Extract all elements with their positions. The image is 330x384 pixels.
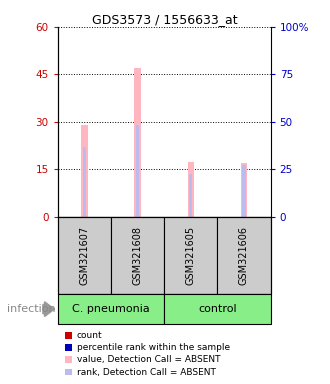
Text: value, Detection Call = ABSENT: value, Detection Call = ABSENT <box>77 355 220 364</box>
Bar <box>243 165 246 217</box>
Bar <box>164 294 271 324</box>
Bar <box>164 217 217 294</box>
Bar <box>136 125 139 217</box>
Bar <box>65 369 72 376</box>
Text: GSM321607: GSM321607 <box>79 226 89 285</box>
Text: control: control <box>198 304 237 314</box>
Text: GSM321608: GSM321608 <box>133 226 143 285</box>
Text: GSM321605: GSM321605 <box>186 226 196 285</box>
Bar <box>134 68 141 217</box>
Bar <box>65 356 72 363</box>
Bar <box>189 174 192 217</box>
Bar <box>241 163 247 217</box>
Text: rank, Detection Call = ABSENT: rank, Detection Call = ABSENT <box>77 367 216 377</box>
Bar <box>187 162 194 217</box>
Text: infection: infection <box>7 304 55 314</box>
Bar <box>65 332 72 339</box>
Bar <box>217 217 271 294</box>
Text: GSM321606: GSM321606 <box>239 226 249 285</box>
Bar <box>58 217 111 294</box>
Bar <box>58 294 164 324</box>
Bar <box>81 125 87 217</box>
FancyArrow shape <box>43 302 54 316</box>
Bar <box>65 344 72 351</box>
Text: percentile rank within the sample: percentile rank within the sample <box>77 343 230 352</box>
Text: GDS3573 / 1556633_at: GDS3573 / 1556633_at <box>92 13 238 26</box>
Text: count: count <box>77 331 103 340</box>
Bar <box>111 217 164 294</box>
Bar <box>83 147 86 217</box>
Text: C. pneumonia: C. pneumonia <box>72 304 150 314</box>
